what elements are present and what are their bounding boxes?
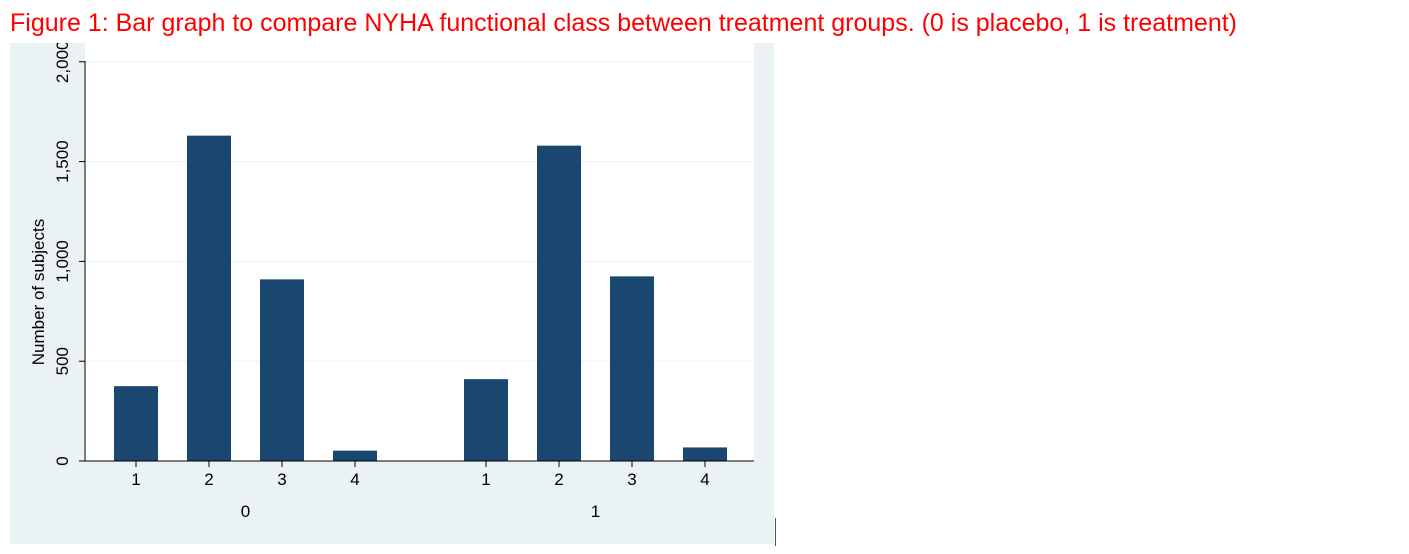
bar-group-0-class-2 (187, 135, 231, 461)
category-label: 2 (554, 470, 563, 489)
category-label: 1 (481, 470, 490, 489)
x-axis-ticks: 1 2 3 4 0 1 2 3 4 1 (131, 461, 710, 521)
bar-group-1-class-2 (537, 145, 581, 461)
bar-group-1-class-4 (683, 447, 727, 461)
chart-panel: 0 500 1,000 1,500 2,000 1 2 3 4 0 1 2 3 4 1 Number of… (10, 43, 774, 544)
group-label: 1 (591, 502, 600, 521)
y-tick-label: 0 (53, 456, 72, 465)
bar-group-0-class-3 (260, 279, 304, 461)
bar-group-1-class-1 (464, 379, 508, 461)
y-tick-label: 1,000 (53, 240, 72, 283)
y-axis-title: Number of subjects (29, 219, 48, 365)
category-label: 1 (131, 470, 140, 489)
y-tick-label: 2,000 (53, 43, 72, 83)
y-axis-ticks: 0 500 1,000 1,500 2,000 (53, 43, 85, 466)
category-label: 2 (204, 470, 213, 489)
bar-group-1-class-3 (610, 276, 654, 461)
bar-chart: 0 500 1,000 1,500 2,000 1 2 3 4 0 1 2 3 4 1 Number of… (29, 43, 754, 521)
y-tick-label: 1,500 (53, 140, 72, 183)
bar-group-0-class-1 (114, 386, 158, 461)
bars (114, 135, 727, 461)
category-label: 3 (627, 470, 636, 489)
category-label: 4 (700, 470, 709, 489)
figure-caption: Figure 1: Bar graph to compare NYHA func… (10, 9, 1238, 37)
divider-line (775, 518, 776, 546)
bar-group-0-class-4 (333, 450, 377, 461)
y-tick-label: 500 (53, 347, 72, 375)
category-label: 4 (350, 470, 359, 489)
group-label: 0 (241, 502, 250, 521)
category-label: 3 (277, 470, 286, 489)
